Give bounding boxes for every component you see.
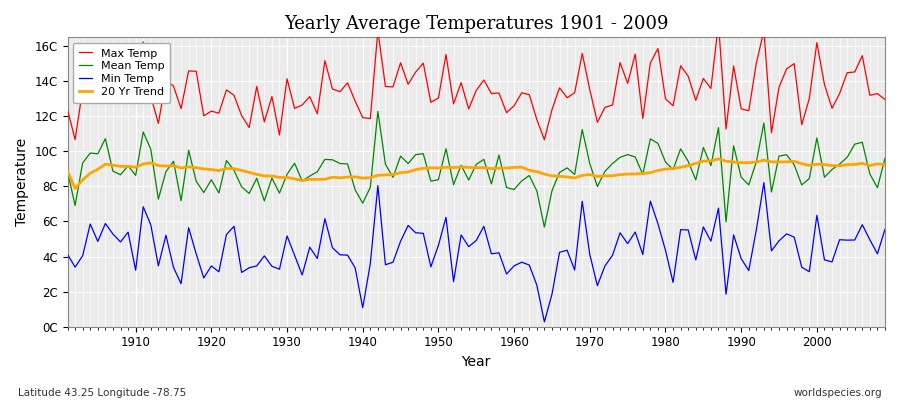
Mean Temp <box>373 109 383 114</box>
Max Temp <box>501 110 512 115</box>
Mean Temp <box>122 164 133 168</box>
Max Temp <box>508 103 519 108</box>
Text: worldspecies.org: worldspecies.org <box>794 388 882 398</box>
Min Temp <box>508 264 519 268</box>
Max Temp <box>122 93 133 98</box>
Max Temp <box>713 21 724 26</box>
Min Temp <box>501 272 512 276</box>
Min Temp <box>759 180 769 185</box>
20 Yr Trend <box>130 165 141 170</box>
Min Temp <box>289 253 300 258</box>
Mean Temp <box>615 155 626 160</box>
Mean Temp <box>539 225 550 230</box>
Min Temp <box>539 320 550 324</box>
Max Temp <box>62 107 73 112</box>
Max Temp <box>608 102 618 107</box>
20 Yr Trend <box>69 186 80 191</box>
20 Yr Trend <box>713 156 724 161</box>
Min Temp <box>335 252 346 257</box>
Max Temp <box>539 137 550 142</box>
Title: Yearly Average Temperatures 1901 - 2009: Yearly Average Temperatures 1901 - 2009 <box>284 15 669 33</box>
Max Temp <box>335 89 346 94</box>
20 Yr Trend <box>508 165 519 170</box>
Min Temp <box>122 230 133 234</box>
Min Temp <box>608 253 618 258</box>
Mean Temp <box>517 178 527 183</box>
Line: 20 Yr Trend: 20 Yr Trend <box>68 159 885 188</box>
Min Temp <box>62 252 73 257</box>
Min Temp <box>879 227 890 232</box>
Y-axis label: Temperature: Temperature <box>15 138 29 226</box>
Text: Latitude 43.25 Longitude -78.75: Latitude 43.25 Longitude -78.75 <box>18 388 186 398</box>
20 Yr Trend <box>608 173 618 178</box>
20 Yr Trend <box>342 174 353 179</box>
Mean Temp <box>879 156 890 161</box>
Mean Temp <box>335 161 346 166</box>
20 Yr Trend <box>297 178 308 183</box>
20 Yr Trend <box>62 169 73 174</box>
Line: Mean Temp: Mean Temp <box>68 112 885 227</box>
Mean Temp <box>62 169 73 174</box>
Line: Max Temp: Max Temp <box>68 24 885 140</box>
Mean Temp <box>289 161 300 166</box>
Line: Min Temp: Min Temp <box>68 183 885 322</box>
X-axis label: Year: Year <box>462 355 491 369</box>
Max Temp <box>879 97 890 102</box>
20 Yr Trend <box>517 165 527 170</box>
20 Yr Trend <box>879 162 890 167</box>
Legend: Max Temp, Mean Temp, Min Temp, 20 Yr Trend: Max Temp, Mean Temp, Min Temp, 20 Yr Tre… <box>73 43 170 103</box>
Max Temp <box>289 106 300 111</box>
Mean Temp <box>508 187 519 192</box>
